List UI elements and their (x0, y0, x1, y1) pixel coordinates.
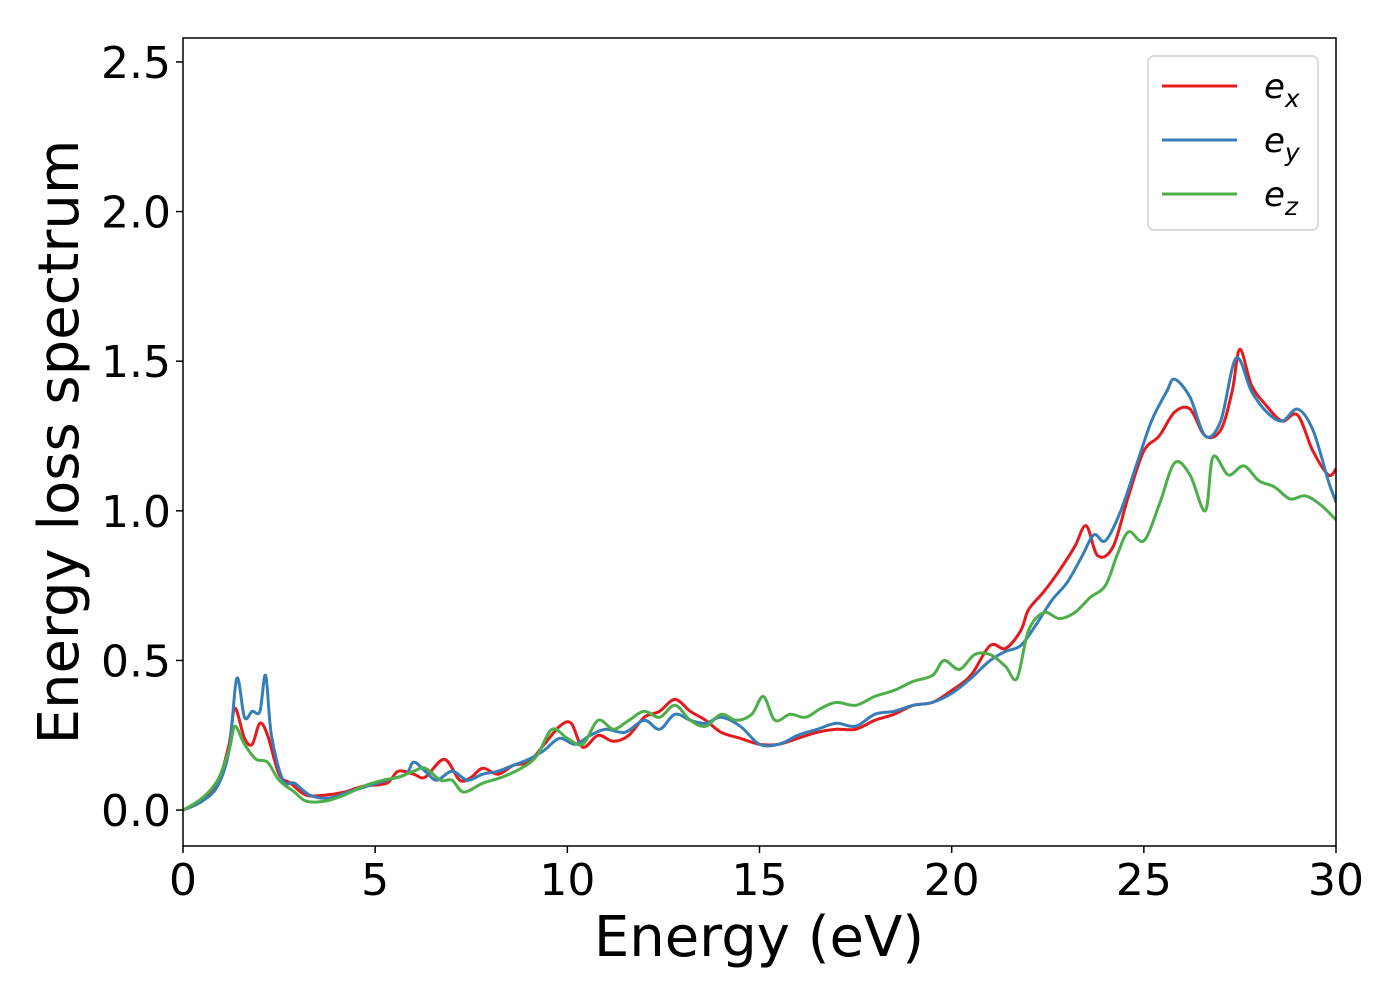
legend: ex ey ez (1147, 55, 1319, 231)
x-axis: 0 5 10 15 20 25 30 (169, 846, 1364, 906)
y-tick-label: 1.5 (101, 337, 171, 388)
x-tick-label: 30 (1308, 855, 1364, 906)
y-tick-label: 2.5 (101, 38, 171, 89)
x-tick-label: 10 (539, 855, 595, 906)
legend-box (1147, 55, 1319, 231)
x-tick-label: 20 (924, 855, 980, 906)
y-tick-label: 0.5 (101, 636, 171, 687)
x-tick-label: 5 (361, 855, 389, 906)
legend-label-e-x: ex (1264, 67, 1300, 113)
y-axis-title: Energy loss spectrum (27, 140, 92, 745)
series-line-e-y (183, 356, 1336, 812)
y-tick-label: 2.0 (101, 188, 171, 239)
x-tick-label: 25 (1116, 855, 1172, 906)
y-tick-label: 1.0 (101, 487, 171, 538)
legend-label-e-y: ey (1264, 121, 1301, 167)
y-tick-label: 0.0 (101, 786, 171, 837)
legend-label-e-z: ez (1264, 175, 1299, 221)
series-line-e-z (183, 454, 1336, 812)
x-tick-label: 0 (169, 855, 197, 906)
series-layer (183, 347, 1336, 812)
series-line-e-x (183, 347, 1336, 812)
y-axis: 0.0 0.5 1.0 1.5 2.0 2.5 (101, 38, 183, 837)
x-tick-label: 15 (732, 855, 788, 906)
x-axis-title: Energy (eV) (594, 905, 924, 970)
